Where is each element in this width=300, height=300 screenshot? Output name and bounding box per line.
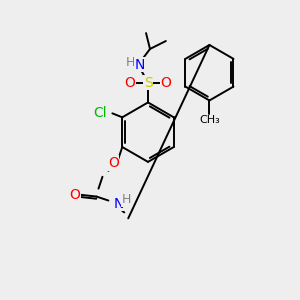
Text: H: H bbox=[125, 56, 135, 69]
Text: CH₃: CH₃ bbox=[199, 115, 220, 125]
Text: H: H bbox=[122, 193, 131, 206]
Text: O: O bbox=[160, 76, 171, 90]
Text: N: N bbox=[113, 196, 124, 211]
Text: N: N bbox=[135, 58, 145, 72]
Text: O: O bbox=[108, 156, 119, 170]
Text: Cl: Cl bbox=[94, 106, 107, 120]
Text: O: O bbox=[125, 76, 136, 90]
Text: O: O bbox=[69, 188, 80, 202]
Text: S: S bbox=[144, 76, 152, 90]
